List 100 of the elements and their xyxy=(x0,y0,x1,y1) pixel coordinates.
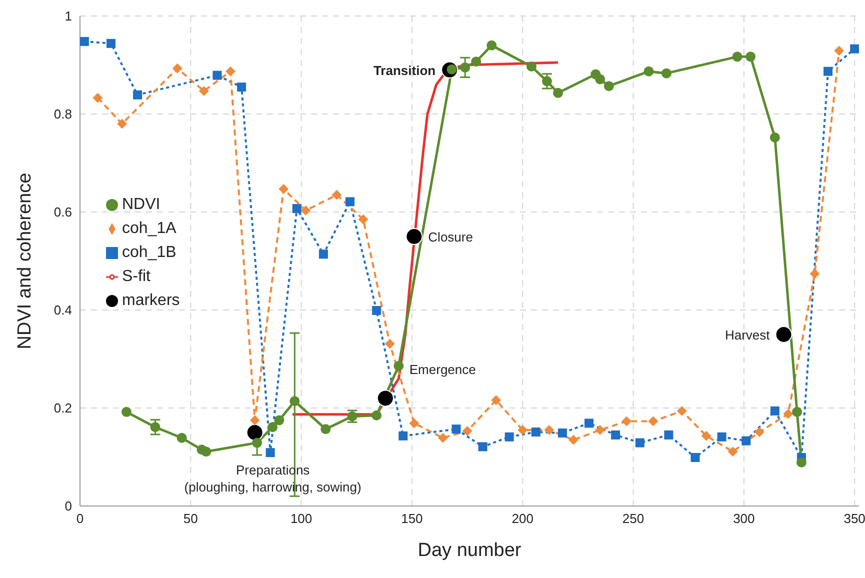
point xyxy=(462,426,472,436)
point xyxy=(292,204,302,214)
point xyxy=(690,452,700,462)
point xyxy=(384,338,395,349)
y-tick-label: 0.2 xyxy=(54,400,72,416)
point xyxy=(676,406,687,416)
point xyxy=(394,360,404,371)
point xyxy=(644,66,654,76)
point xyxy=(584,418,594,428)
point xyxy=(376,390,394,407)
point xyxy=(664,430,674,440)
x-tick-label: 100 xyxy=(290,511,312,526)
point xyxy=(345,197,354,206)
point xyxy=(491,395,502,406)
y-axis-title: NDVI and coherence xyxy=(14,172,36,350)
point xyxy=(595,74,606,84)
point xyxy=(438,432,448,443)
point xyxy=(266,448,275,458)
point xyxy=(452,424,461,434)
point xyxy=(810,268,820,279)
annotation: Harvest xyxy=(724,328,770,342)
point xyxy=(486,40,497,50)
point xyxy=(850,44,859,54)
point xyxy=(225,66,236,76)
point xyxy=(117,118,128,129)
point xyxy=(372,306,382,315)
point xyxy=(398,431,408,440)
point xyxy=(742,436,751,446)
point xyxy=(172,63,182,74)
legend-label: NDVI xyxy=(122,196,160,213)
point xyxy=(728,446,738,457)
legend-label: coh_1B xyxy=(122,244,176,261)
point xyxy=(268,422,278,432)
point xyxy=(770,132,780,143)
x-tick-label: 0 xyxy=(76,511,84,526)
point xyxy=(834,46,844,56)
point xyxy=(198,86,209,96)
annotation: Transition xyxy=(373,62,436,78)
point xyxy=(558,428,567,438)
point xyxy=(478,442,488,452)
point xyxy=(770,406,780,416)
point xyxy=(544,425,554,436)
x-tick-label: 200 xyxy=(512,511,534,526)
y-tick-label: 0.8 xyxy=(54,106,72,122)
point xyxy=(133,90,142,100)
point xyxy=(278,184,289,194)
point xyxy=(106,38,116,48)
x-tick-label: 50 xyxy=(183,511,198,526)
point xyxy=(471,56,482,67)
point xyxy=(531,428,540,437)
point xyxy=(648,416,658,426)
y-tick-label: 0.4 xyxy=(54,302,72,318)
point xyxy=(824,66,833,76)
point xyxy=(176,432,187,443)
point xyxy=(246,424,264,441)
point xyxy=(611,430,620,440)
point xyxy=(604,81,614,92)
legend-label: markers xyxy=(122,292,180,309)
y-tick-label: 0.6 xyxy=(54,204,72,220)
point xyxy=(237,82,246,92)
point xyxy=(746,52,756,62)
point xyxy=(406,228,423,245)
point xyxy=(332,190,342,200)
point xyxy=(320,424,331,434)
point xyxy=(796,457,806,468)
point xyxy=(775,326,792,343)
point xyxy=(150,422,160,432)
point xyxy=(661,68,672,78)
x-tick-label: 300 xyxy=(733,511,755,526)
point xyxy=(92,92,103,103)
annotation: Closure xyxy=(428,230,473,244)
point xyxy=(372,410,382,420)
point xyxy=(701,430,712,441)
point xyxy=(518,425,528,436)
point xyxy=(542,76,552,86)
point xyxy=(121,406,132,417)
x-axis-title: Day number xyxy=(418,540,522,561)
x-tick-label: 150 xyxy=(401,511,423,526)
legend-label: S-fit xyxy=(122,268,150,285)
point xyxy=(732,52,742,62)
point xyxy=(783,408,794,419)
point xyxy=(460,62,470,72)
legend-label: coh_1A xyxy=(122,220,176,237)
point xyxy=(318,250,328,259)
point xyxy=(252,438,262,448)
point xyxy=(526,61,536,72)
point xyxy=(553,88,564,98)
point xyxy=(358,214,368,224)
y-tick-label: 0 xyxy=(64,498,72,514)
point xyxy=(212,70,222,80)
x-tick-label: 250 xyxy=(622,511,644,526)
point xyxy=(290,396,300,406)
point xyxy=(504,432,514,442)
point xyxy=(300,206,311,216)
point xyxy=(409,418,420,428)
y-tick-label: 1 xyxy=(64,8,72,24)
point xyxy=(635,438,644,448)
point xyxy=(754,427,764,438)
point xyxy=(80,36,89,46)
point xyxy=(792,406,802,417)
